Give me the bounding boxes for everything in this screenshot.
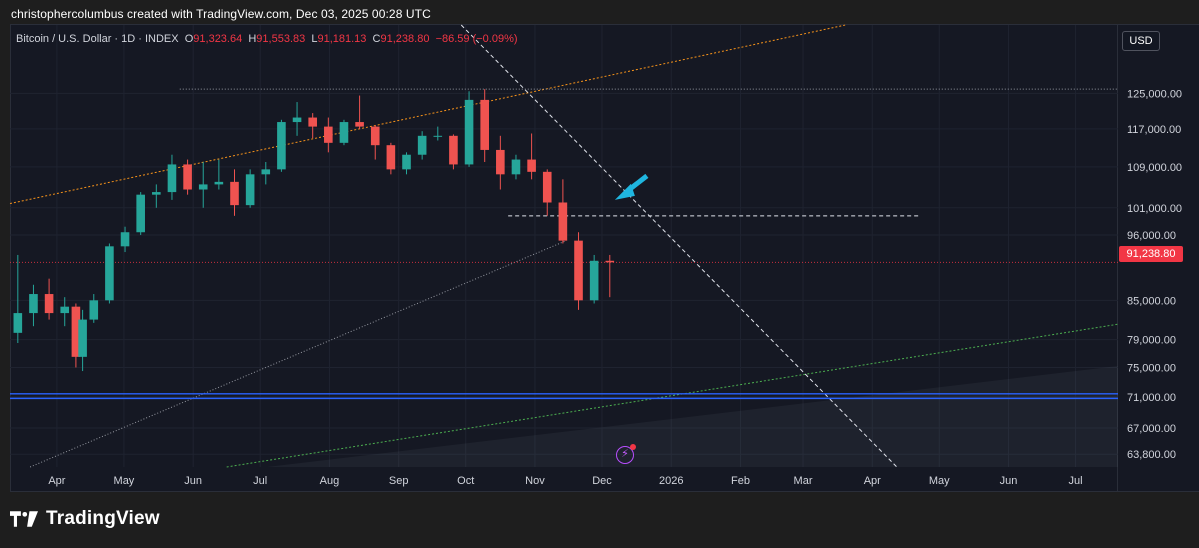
time-tick-label: Nov [525,475,545,487]
orange-trend-line [9,24,846,205]
candle-body [136,194,145,233]
low-label: L [311,33,318,45]
candle-body [89,300,99,320]
candle-body [152,192,161,195]
notification-dot [630,444,636,450]
candle-body [339,122,349,143]
tradingview-logo[interactable]: TradingView [10,508,160,530]
price-tick-label: 125,000.00 [1127,88,1182,100]
change-value: −86.59 (−0.09%) [435,33,518,45]
grey-trend-line [29,240,567,468]
candle-body [29,294,38,314]
candle-body [120,232,130,247]
candle-body [464,99,474,165]
candle-body [605,260,615,263]
price-tick-label: 117,000.00 [1127,124,1181,136]
chart-pane[interactable] [10,24,1118,492]
price-tick-label: 71,000.00 [1127,392,1176,404]
candle-body [417,135,427,155]
chart-legend: Bitcoin / U.S. Dollar · 1D · INDEX O91,3… [16,33,518,45]
symbol-label: Bitcoin / U.S. Dollar · 1D · INDEX [16,33,179,45]
candle-body [105,246,114,301]
candle-body [292,117,302,123]
currency-button[interactable]: USD [1122,31,1160,51]
close-label: C [372,33,381,45]
close-value: 91,238.80 [380,33,430,45]
last-price-badge: 91,238.80 [1119,246,1183,262]
candle-body [13,313,23,333]
candle-body [527,159,536,172]
price-tick-label: 75,000.00 [1127,362,1176,374]
candle-body [480,99,489,150]
time-tick-label: Aug [320,475,340,487]
time-tick-label: Feb [731,475,750,487]
candle-body [542,171,552,203]
time-tick-label: May [114,475,135,487]
time-tick-label: Apr [864,475,881,487]
attribution-text: christophercolumbus created with Trading… [11,7,431,21]
time-axis-labels: Apr May Jun Jul Aug Sep Oct Nov Dec 2026 Feb Mar Apr… [48,475,1082,487]
brand-name: TradingView [46,508,160,529]
candle-body [433,135,443,137]
time-tick-label: Dec [592,475,612,487]
time-tick-label: Jun [184,475,202,487]
candle-body [589,260,599,301]
candle-body [355,122,364,127]
time-tick-label: Jun [1000,475,1018,487]
high-label: H [248,33,257,45]
candle-body [183,164,192,190]
price-tick-label: 63,800.00 [1127,449,1176,461]
candle-body [574,240,583,301]
price-tick-label: 85,000.00 [1127,295,1176,307]
time-tick-label: May [929,475,950,487]
candle-body [71,306,81,357]
price-axis-labels: 125,000.00 117,000.00 109,000.00 101,000.00… [1127,88,1182,461]
candle-body [245,174,255,206]
time-tick-label: Sep [389,475,409,487]
candle-body [167,164,177,193]
candle-body [370,126,380,146]
candle-body [496,149,505,175]
candles [13,89,615,372]
open-value: 91,323.64 [193,33,243,45]
time-tick-label: Apr [48,475,65,487]
green-trend-line [226,323,1119,468]
time-tick-label: 2026 [659,475,683,487]
open-label: O [184,33,194,45]
channel-shade [266,366,1119,467]
candle-body [60,306,70,314]
candle-body [511,159,521,175]
candle-body [308,117,317,127]
price-tick-label: 109,000.00 [1127,162,1182,174]
arrow-shaft [627,173,649,192]
lightning-event-icon[interactable]: ⚡ [616,444,636,464]
trend-lines [9,24,1119,468]
candle-body [214,181,224,185]
time-tick-label: Oct [457,475,474,487]
price-tick-label: 67,000.00 [1127,423,1176,435]
candle-body [324,126,333,143]
candle-body [261,169,271,175]
price-tick-label: 96,000.00 [1127,230,1176,242]
candle-body [277,122,286,170]
time-tick-label: Mar [794,475,813,487]
descending-dashed-line [460,24,898,468]
time-tick-label: Jul [1069,475,1083,487]
candle-body [78,319,87,357]
candle-body [449,135,458,165]
candle-body [230,181,239,206]
candle-body [386,145,396,170]
time-tick-label: Jul [253,475,267,487]
price-tick-label: 101,000.00 [1127,203,1182,215]
candle-body [198,184,208,190]
high-value: 91,553.83 [256,33,306,45]
low-value: 91,181.13 [317,33,367,45]
candle-body [44,294,54,314]
candle-body [402,154,411,170]
tradingview-logo-icon [10,511,38,527]
candle-body [558,202,568,241]
price-tick-label: 79,000.00 [1127,335,1176,347]
